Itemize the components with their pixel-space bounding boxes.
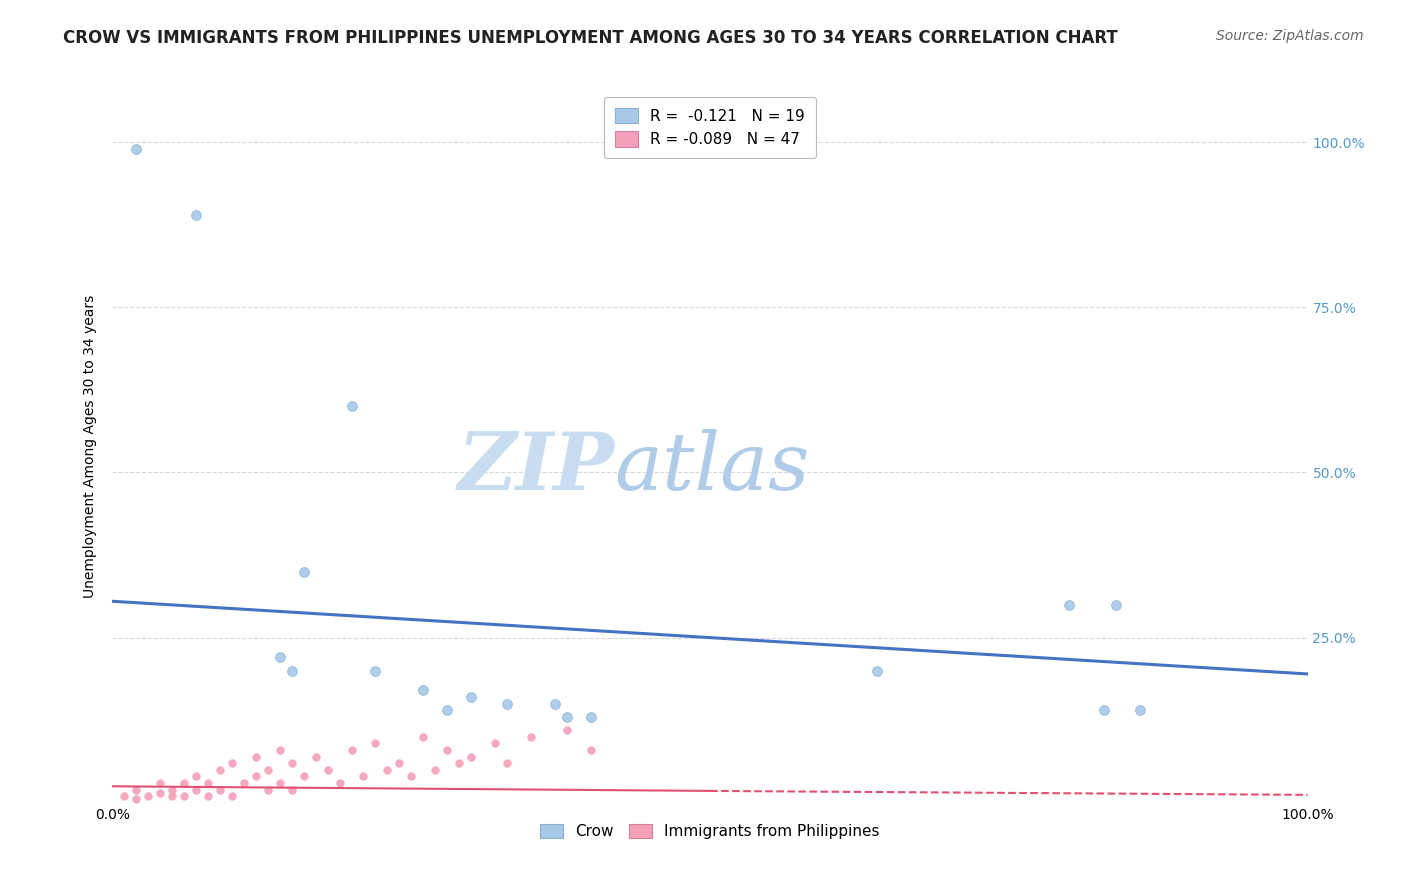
Point xyxy=(543,697,565,711)
Point xyxy=(209,782,232,797)
Point xyxy=(125,782,148,797)
Point xyxy=(233,776,256,790)
Point xyxy=(186,769,208,783)
Point xyxy=(162,789,183,804)
Point xyxy=(269,743,291,757)
Point xyxy=(1057,598,1080,612)
Point xyxy=(401,769,423,783)
Point xyxy=(1094,703,1116,717)
Point xyxy=(281,664,304,678)
Point xyxy=(245,749,267,764)
Point xyxy=(364,664,387,678)
Point xyxy=(484,736,506,750)
Text: CROW VS IMMIGRANTS FROM PHILIPPINES UNEMPLOYMENT AMONG AGES 30 TO 34 YEARS CORRE: CROW VS IMMIGRANTS FROM PHILIPPINES UNEM… xyxy=(63,29,1118,46)
Point xyxy=(496,697,519,711)
Text: atlas: atlas xyxy=(614,429,810,506)
Point xyxy=(269,776,291,790)
Point xyxy=(316,763,339,777)
Point xyxy=(866,664,889,678)
Point xyxy=(305,749,328,764)
Point xyxy=(1105,598,1128,612)
Point xyxy=(209,763,232,777)
Point xyxy=(292,565,315,579)
Point xyxy=(436,743,458,757)
Point xyxy=(186,208,208,222)
Point xyxy=(149,776,172,790)
Point xyxy=(555,710,578,724)
Point xyxy=(340,743,363,757)
Point xyxy=(329,776,352,790)
Y-axis label: Unemployment Among Ages 30 to 34 years: Unemployment Among Ages 30 to 34 years xyxy=(83,294,97,598)
Point xyxy=(1129,703,1152,717)
Point xyxy=(114,789,135,804)
Point xyxy=(257,782,280,797)
Point xyxy=(447,756,470,771)
Point xyxy=(579,710,602,724)
Point xyxy=(245,769,267,783)
Point xyxy=(579,743,602,757)
Point xyxy=(460,690,482,704)
Point xyxy=(269,650,291,665)
Point xyxy=(520,730,543,744)
Legend: Crow, Immigrants from Philippines: Crow, Immigrants from Philippines xyxy=(534,818,886,845)
Point xyxy=(460,749,482,764)
Point xyxy=(186,782,208,797)
Point xyxy=(197,789,219,804)
Point xyxy=(412,730,434,744)
Point xyxy=(555,723,578,738)
Point xyxy=(425,763,447,777)
Point xyxy=(364,736,387,750)
Point xyxy=(197,776,219,790)
Point xyxy=(125,142,148,156)
Point xyxy=(412,683,434,698)
Point xyxy=(138,789,160,804)
Point xyxy=(125,792,148,806)
Text: Source: ZipAtlas.com: Source: ZipAtlas.com xyxy=(1216,29,1364,43)
Point xyxy=(162,782,183,797)
Point xyxy=(352,769,374,783)
Text: ZIP: ZIP xyxy=(457,429,614,506)
Point xyxy=(377,763,399,777)
Point xyxy=(281,756,304,771)
Point xyxy=(281,782,304,797)
Point xyxy=(292,769,315,783)
Point xyxy=(221,789,243,804)
Point xyxy=(436,703,458,717)
Point xyxy=(340,400,363,414)
Point xyxy=(388,756,411,771)
Point xyxy=(257,763,280,777)
Point xyxy=(496,756,519,771)
Point xyxy=(173,789,195,804)
Point xyxy=(149,786,172,800)
Point xyxy=(221,756,243,771)
Point xyxy=(173,776,195,790)
